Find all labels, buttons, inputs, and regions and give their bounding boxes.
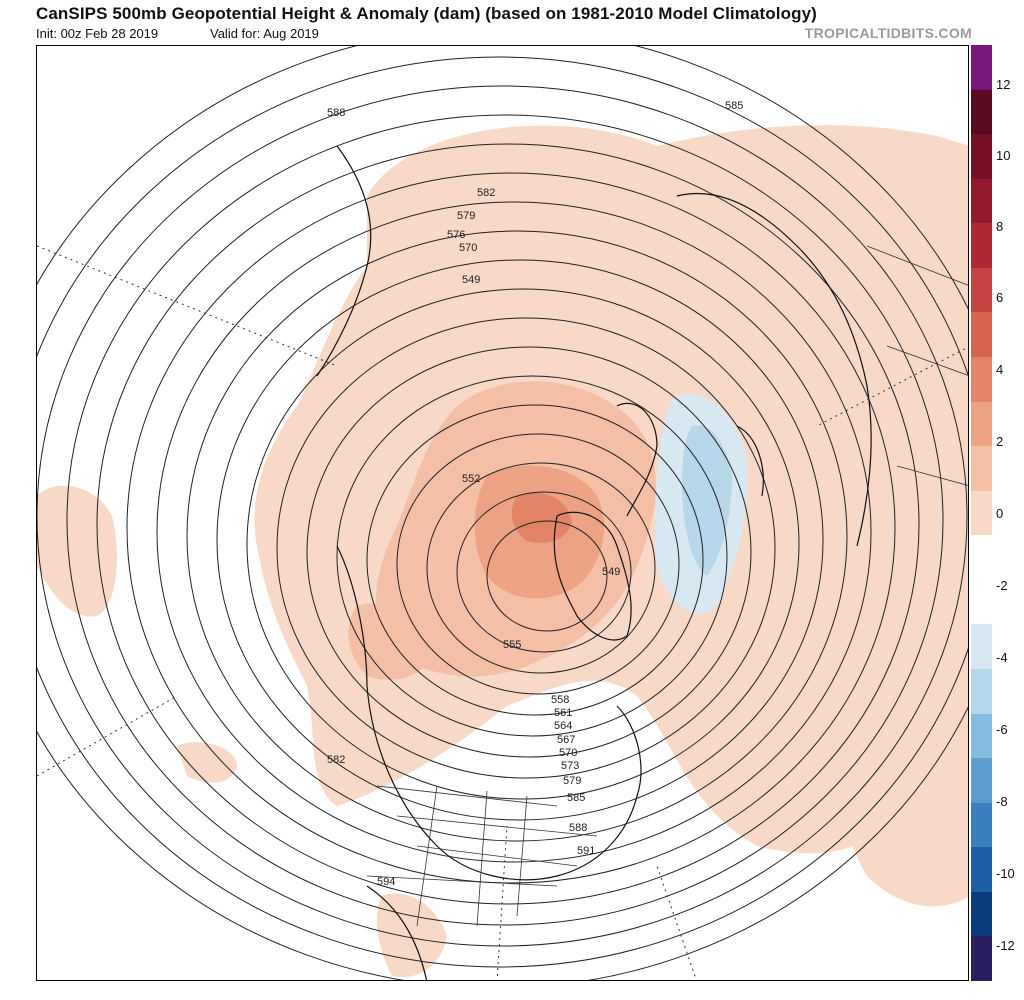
anomaly-positive-atlantic (833, 524, 968, 907)
colorbar-label: 8 (996, 219, 1004, 234)
contour-label: 585 (567, 792, 585, 804)
colorbar-label: -2 (996, 578, 1008, 593)
chart-title: CanSIPS 500mb Geopotential Height & Anom… (36, 4, 817, 23)
height-contour (396, 433, 680, 695)
colorbar-swatch (971, 669, 992, 715)
contour-label: 555 (503, 639, 521, 651)
contour-label: 552 (462, 473, 480, 485)
height-contour (366, 404, 704, 716)
colorbar-swatch (971, 267, 992, 313)
height-contour (246, 288, 800, 800)
contour-label: 558 (551, 694, 569, 706)
colorbar-swatch (971, 847, 992, 893)
colorbar-label: 0 (996, 506, 1004, 521)
colorbar-swatch (971, 357, 992, 403)
colorbar-swatch (971, 401, 992, 447)
height-contour (336, 375, 728, 737)
coastlines (316, 145, 872, 980)
colorbar-swatch (971, 312, 992, 358)
height-contour (156, 201, 872, 863)
contour-label: 561 (554, 707, 572, 719)
colorbar-label: -12 (996, 938, 1015, 953)
valid-time: Valid for: Aug 2019 (210, 26, 319, 41)
colorbar-swatch (971, 579, 992, 625)
contour-label: 567 (557, 734, 575, 746)
colorbar-swatch (971, 446, 992, 492)
height-contour (37, 85, 968, 947)
contour-label: 579 (563, 775, 581, 787)
contour-label: 576 (447, 229, 465, 241)
map-svg: 5885855825795765705495525495555585615645… (37, 46, 968, 980)
contour-label: 594 (377, 876, 395, 888)
colorbar-label: -8 (996, 794, 1008, 809)
height-contour (306, 346, 752, 758)
height-contour (96, 143, 920, 905)
colorbar-label: 6 (996, 290, 1004, 305)
anomaly-peak (511, 492, 572, 543)
colorbar-swatch (971, 89, 992, 135)
height-contour (456, 491, 632, 653)
contour-label: 549 (462, 274, 480, 286)
height-contour (426, 462, 656, 674)
height-contour (186, 230, 848, 842)
colorbar-label: -4 (996, 650, 1008, 665)
colorbar-swatch (971, 802, 992, 848)
contour-label: 570 (559, 747, 577, 759)
contour-label: 588 (327, 107, 345, 119)
height-contour (216, 259, 824, 821)
colorbar-label: 12 (996, 77, 1011, 92)
anomaly-positive-mexico (376, 893, 447, 978)
map-panel: 588 585 582 579 576 570 549 552 549 555 558 561 564 5… (36, 45, 969, 981)
contour-label: 582 (477, 187, 495, 199)
colorbar-swatch (971, 936, 992, 982)
anomaly-positive-small (177, 742, 237, 783)
contour-label: 591 (577, 845, 595, 857)
height-contour (276, 317, 776, 779)
height-contour (66, 114, 944, 926)
contour-labels: 5885855825795765705495525495555585615645… (327, 100, 743, 888)
graticule (37, 245, 968, 980)
anomaly-negative-core (682, 425, 732, 576)
colorbar-label: -6 (996, 722, 1008, 737)
borders (366, 245, 968, 927)
colorbar-label: 2 (996, 434, 1004, 449)
height-contour (37, 56, 968, 968)
height-contour (486, 520, 608, 632)
credit-watermark: TROPICALTIDBITS.COM (804, 25, 972, 41)
colorbar-label: 4 (996, 362, 1004, 377)
colorbar-swatch (971, 713, 992, 759)
colorbar-swatch (971, 134, 992, 180)
contour-label: 549 (602, 566, 620, 578)
colorbar-swatch (971, 45, 992, 91)
contour-label: 564 (554, 720, 572, 732)
colorbar-swatch (971, 178, 992, 224)
contour-label: 582 (327, 754, 345, 766)
contour-label: 579 (457, 210, 475, 222)
colorbar-swatch (971, 624, 992, 670)
contour-label: 588 (569, 822, 587, 834)
contour-label: 573 (561, 760, 579, 772)
contour-label: 570 (459, 242, 477, 254)
height-contour (126, 172, 896, 884)
colorbar-swatch (971, 535, 992, 581)
colorbar-swatch (971, 223, 992, 269)
colorbar-swatch (971, 891, 992, 937)
colorbar-label: -10 (996, 866, 1015, 881)
colorbar-label: 10 (996, 148, 1011, 163)
init-time: Init: 00z Feb 28 2019 (36, 26, 159, 41)
colorbar (971, 45, 992, 982)
colorbar-swatch (971, 758, 992, 804)
colorbar-swatch (971, 490, 992, 536)
height-contours (37, 46, 968, 980)
contour-label: 585 (725, 100, 743, 112)
